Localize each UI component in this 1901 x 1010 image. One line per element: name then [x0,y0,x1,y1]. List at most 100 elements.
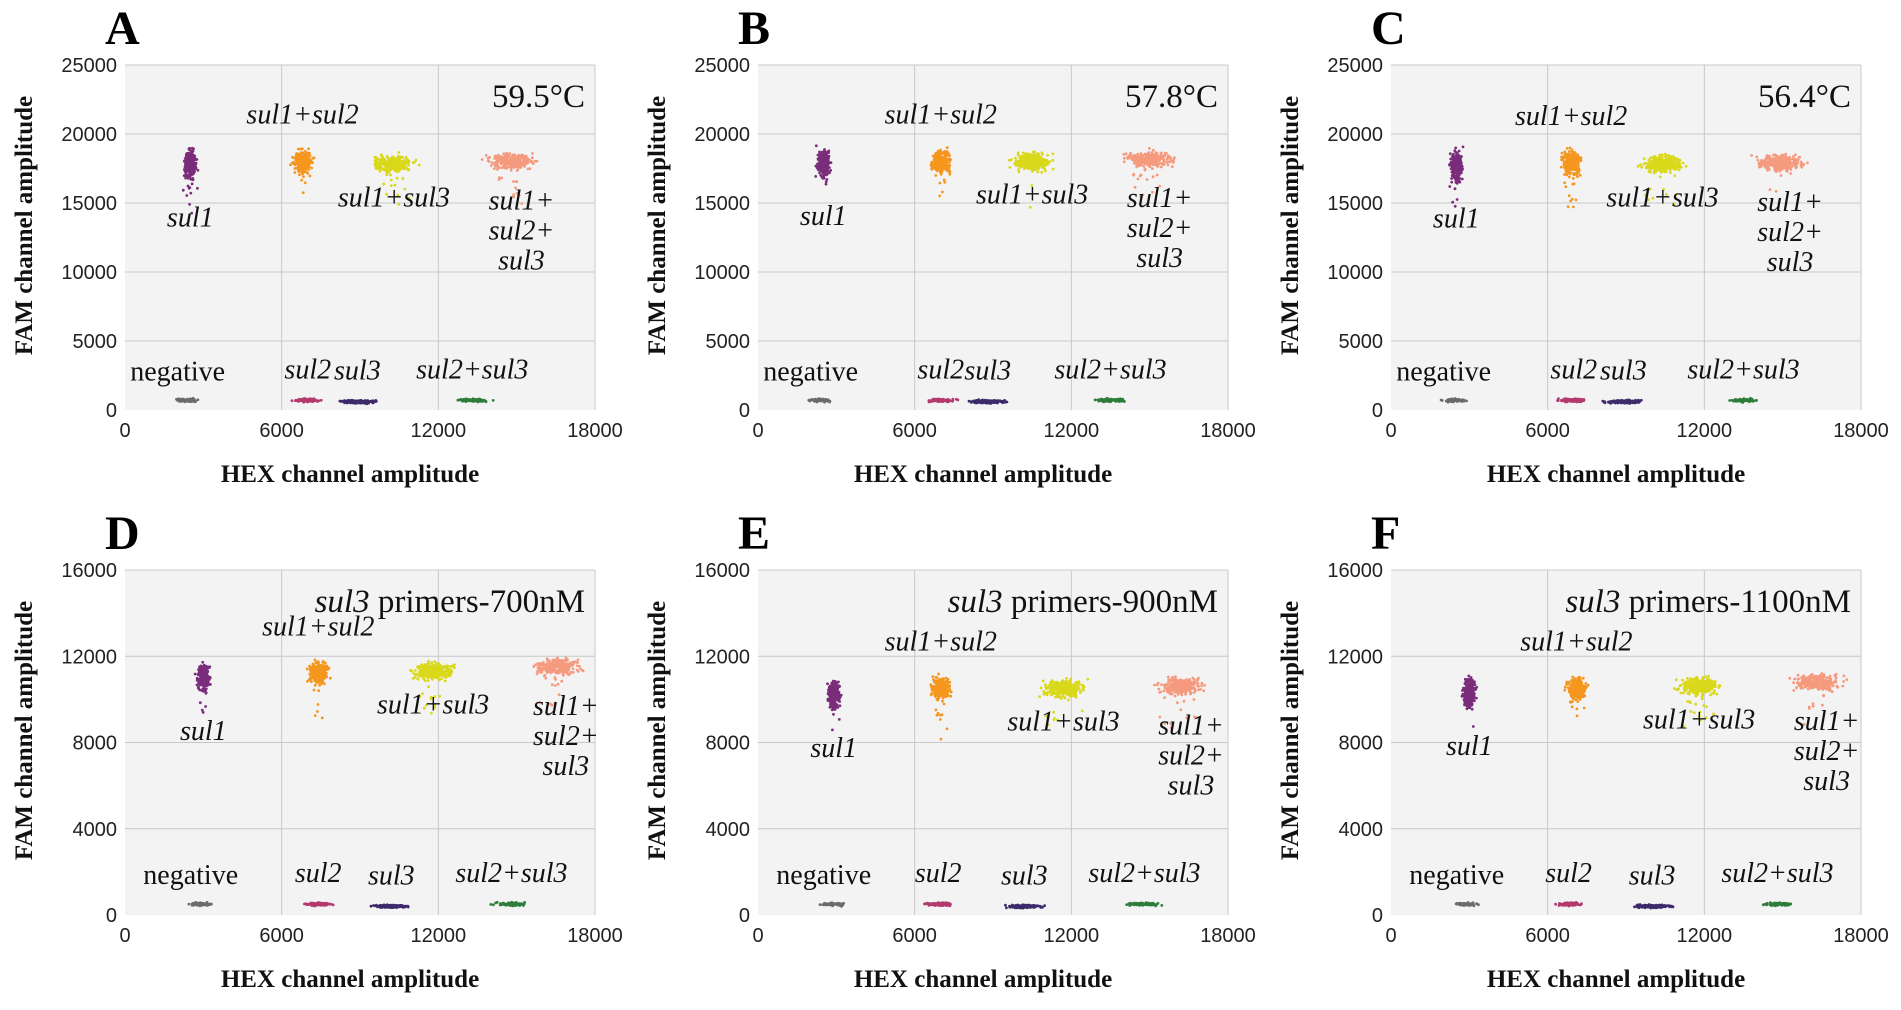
droplet-point [1733,398,1737,401]
droplet-point [1783,165,1786,169]
droplet-point [942,398,946,401]
droplet-point [1157,162,1161,166]
droplet-point [1563,173,1566,176]
cluster-negative [807,397,832,404]
droplet-point [1143,167,1147,171]
droplet-point [1775,155,1779,159]
y-tick-label: 5000 [73,331,118,353]
x-tick-label: 0 [752,420,763,442]
droplet-point [942,160,945,164]
droplet-point [1037,154,1040,158]
droplet-point [390,159,394,163]
droplet-point [1671,155,1675,158]
cluster-sul2+sul3 [1728,396,1758,404]
droplet-point [302,175,305,179]
droplet-point [317,399,321,403]
droplet-point [940,163,943,166]
droplet-point [1036,161,1040,165]
droplet-point [1034,168,1038,172]
droplet-point [1451,155,1454,158]
droplet-point [1653,162,1656,165]
droplet-point [482,398,486,402]
droplet-point [1779,165,1783,169]
droplet-point [939,148,942,152]
droplet-point [1030,162,1034,166]
droplet-point [1136,152,1140,156]
droplet-point [401,177,405,181]
condition-label: sul3 primers-700nM [315,584,585,620]
droplet-point [506,155,510,159]
droplet-point [299,162,303,166]
droplet-point [1799,160,1803,164]
droplet-point [1021,151,1025,155]
droplet-point [1034,156,1037,160]
droplet-point [308,160,312,163]
droplet-point [188,162,192,165]
droplet-point [508,160,512,164]
droplet-point [310,166,314,170]
droplet-point [505,165,509,169]
x-tick-label: 18000 [1833,420,1889,442]
droplet-point [504,163,508,167]
droplet-point [1138,160,1142,163]
droplet-point [516,165,520,169]
droplet-point [302,170,306,174]
droplet-point [189,398,193,401]
droplet-point [1636,164,1640,168]
droplet-point [1149,162,1153,166]
droplet-point [375,156,378,160]
droplet-point [1028,155,1032,159]
cluster-sul1+sul3 [373,151,421,206]
droplet-points [175,146,539,406]
y-tick-label: 25000 [61,55,117,77]
droplet-point [1794,160,1798,163]
droplet-point [1142,164,1146,168]
droplet-point [346,401,349,405]
droplet-point [1565,147,1569,150]
droplet-point [295,166,299,170]
droplet-point [319,398,323,402]
droplet-point [989,400,993,404]
droplet-point [359,401,362,405]
panel-letter: A [105,2,140,55]
droplet-point [1578,173,1582,177]
droplet-point [1110,398,1114,401]
cluster-label-sul1+sul3: sul1+sul3 [976,180,1088,211]
droplet-point [1783,159,1786,163]
droplet-point [1642,162,1646,166]
droplet-point [175,397,179,401]
droplet-point [1024,157,1027,161]
droplet-point [500,176,503,180]
droplet-point [1775,164,1778,168]
x-tick-label: 6000 [892,420,937,442]
droplet-point [187,186,191,190]
cluster-sul1+sul2+sul3 [1122,147,1176,199]
droplet-point [1051,158,1055,162]
droplet-point [384,169,388,173]
droplet-point [513,157,517,161]
droplet-point [932,162,936,166]
droplet-point [185,160,189,164]
cluster-sul3 [967,398,1009,405]
droplet-point [1166,156,1170,160]
droplet-point [1122,156,1126,160]
y-tick-label: 15000 [61,193,117,215]
droplet-point [1660,153,1664,157]
droplet-point [1674,162,1677,166]
y-tick-label: 16000 [61,560,117,582]
droplet-point [1662,161,1666,164]
droplet-point [1664,155,1667,159]
droplet-point [1452,160,1455,164]
x-axis-title: HEX channel amplitude [1487,461,1745,488]
droplet-point [1750,397,1754,401]
y-tick-label: 20000 [694,124,750,146]
droplet-point [1152,162,1156,166]
droplet-point [1570,197,1574,201]
droplet-point [514,180,518,184]
droplet-point [1564,161,1568,164]
droplet-point [1450,177,1453,180]
x-tick-label: 0 [119,420,130,442]
droplet-point [1665,193,1668,196]
droplet-point [1023,164,1026,167]
droplet-point [1046,160,1050,164]
